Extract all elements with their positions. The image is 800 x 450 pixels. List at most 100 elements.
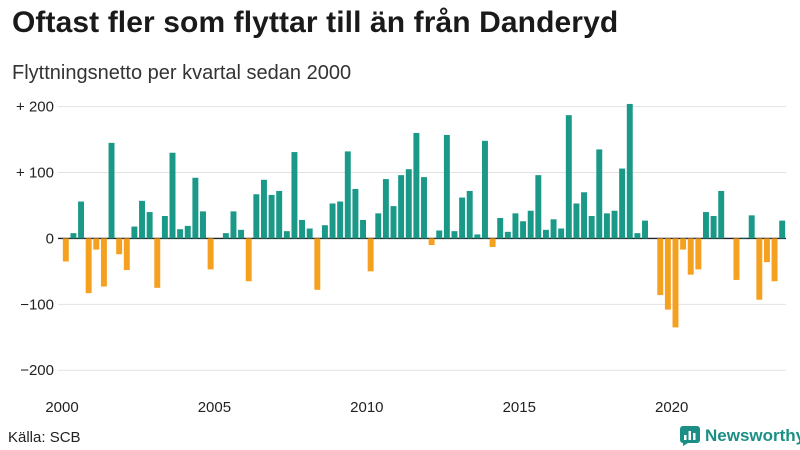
bar [771,238,778,282]
bar [184,225,191,239]
bar [344,151,351,239]
bar [558,228,565,239]
y-tick-label: 0 [46,230,54,247]
bar [314,238,321,290]
x-tick-label: 2010 [350,399,383,416]
bar [634,233,641,239]
y-tick-label: + 100 [16,165,54,182]
bar [321,225,328,239]
bar [306,228,313,239]
bar [352,188,359,239]
bar [664,238,671,310]
bar [161,216,168,239]
bar [504,231,511,239]
bar [695,238,702,270]
bar [299,219,306,239]
bar [238,229,245,239]
bar [200,211,206,239]
bar [123,238,130,271]
bar [687,238,694,275]
bar [520,221,527,239]
bar [619,168,626,239]
bar [291,152,298,239]
bar [672,238,679,328]
bar [718,190,725,239]
bar [657,238,664,296]
x-tick-label: 2015 [503,399,536,416]
bar [222,233,229,239]
x-tick-label: 2005 [198,399,231,416]
bar [680,238,687,250]
bar [78,201,85,239]
bar [756,238,763,300]
bar [192,177,199,239]
bar [451,231,458,239]
y-tick-label: + 200 [16,99,54,116]
x-tick-label: 2020 [655,399,688,416]
bars [62,103,786,328]
bar [413,132,420,239]
bar [70,233,77,239]
bar [542,229,549,239]
bar [245,238,252,282]
bar [276,190,283,239]
bar [230,211,237,239]
chart-subtitle: Flyttningsnetto per kvartal sedan 2000 [12,62,352,84]
bar [85,238,92,294]
bar [367,238,374,272]
bar [459,197,466,239]
bar [93,238,100,250]
bar [116,238,123,255]
bar [131,226,138,239]
bar [360,219,366,239]
bar [154,238,161,288]
bar [474,234,481,239]
x-tick-label: 2000 [45,399,78,416]
bar [421,177,427,239]
bar [428,238,435,245]
bar [779,220,786,239]
chart-title: Oftast fler som flyttar till än från Dan… [12,6,619,39]
bar [611,210,618,239]
bar [596,149,603,239]
x-axis-tick-labels: 2000 2005 2010 2015 2020 [45,399,688,416]
y-axis-tick-labels: + 200 + 100 0 −100 −200 [16,99,54,380]
bar [268,194,275,239]
bar [588,216,595,239]
bar [550,219,557,239]
bar [329,203,336,239]
bar [207,238,214,270]
bar-chart: + 200 + 100 0 −100 −200 2000 2005 2010 2015 2020 [16,99,786,416]
bar [581,192,588,239]
bar [253,194,260,239]
bar [375,213,382,239]
bar [710,216,717,239]
bar [398,175,405,239]
source-note: Källa: SCB [8,429,81,446]
bar [390,206,397,239]
bar [436,230,443,239]
bar [748,215,755,239]
bar [382,179,389,239]
bar [177,229,184,239]
bar-chart-logo-icon [680,426,700,446]
bar [443,134,450,239]
bar [565,115,572,239]
bar [337,201,344,239]
bar [100,238,107,287]
bar [626,103,633,239]
bar [527,210,534,239]
bar [146,212,153,239]
y-tick-label: −100 [20,296,54,313]
bar [703,212,709,239]
bar [573,203,580,239]
bar [139,200,145,239]
bar [512,213,519,239]
bar [405,169,412,239]
bar [283,231,290,239]
bar [489,238,496,247]
bar [603,213,610,239]
brand: Newsworthy [680,426,800,446]
y-tick-label: −200 [20,362,54,379]
brand-name: Newsworthy [705,426,800,445]
